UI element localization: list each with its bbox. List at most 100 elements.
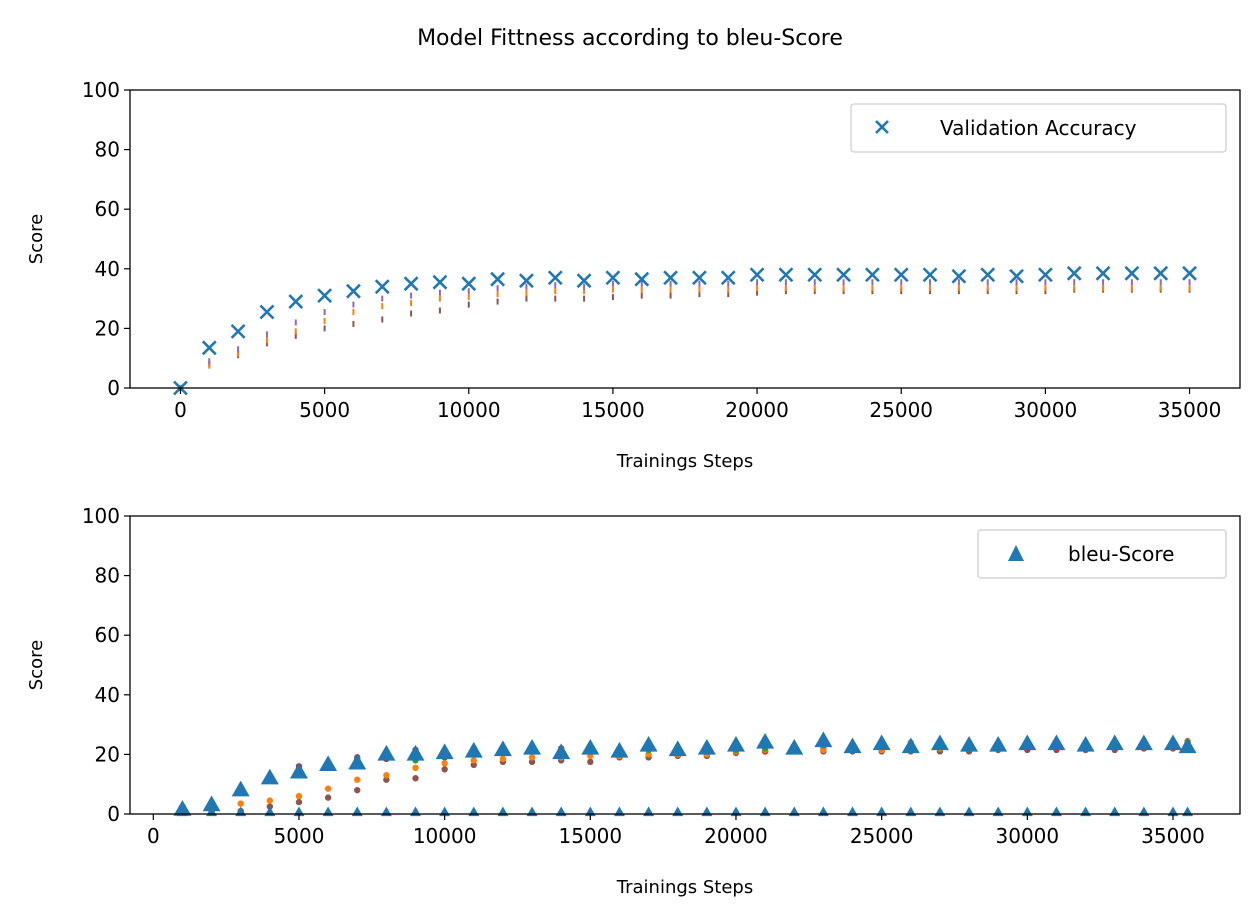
data-point-tick [554,288,557,295]
data-point-tick [554,282,557,289]
data-point-tick [1159,279,1162,286]
data-point-triangle [1105,734,1124,751]
y-tick-label: 80 [95,138,120,162]
x-tick-label: 20000 [725,398,789,422]
data-point-x-marker [1009,268,1024,284]
legend-marker-x [875,120,889,134]
data-point-x-marker [836,267,851,283]
data-point-tick [813,285,816,292]
data-point-x-marker [1124,265,1140,281]
data-point-triangle [348,753,367,770]
data-point-tick [1188,279,1191,286]
figure-title: Model Fittness according to bleu-Score [417,26,843,51]
data-point-tick [525,295,528,302]
data-point-x-marker [346,283,361,299]
x-tick-label: 0 [147,824,160,848]
data-point-tick [756,289,759,296]
data-point-x-marker [490,271,506,287]
data-point-tick [525,283,528,290]
data-point-triangle [231,780,250,797]
data-point-x-marker [201,340,217,356]
data-point-dot [441,766,448,773]
plot-area-frame [129,515,1241,815]
data-point-tick [208,362,211,369]
data-point-tick [583,283,586,290]
data-point-triangle [843,737,862,754]
x-tick-label: 15000 [581,398,645,422]
data-point-tick [323,317,326,324]
legend: Validation Accuracy [850,103,1227,153]
data-point-tick [611,294,614,301]
legend: bleu-Score [977,529,1227,579]
legend-label: Validation Accuracy [940,116,1137,140]
data-point-tick [496,285,499,292]
x-tick-label: 15000 [559,824,623,848]
data-point-tick [698,286,701,293]
data-point-tick [467,301,470,308]
data-point-dot [470,757,477,764]
data-point-triangle [697,738,716,755]
x-tick-label: 25000 [850,824,914,848]
data-point-tick [640,286,643,293]
data-point-x-marker [432,274,448,290]
data-point-tick [496,298,499,305]
data-point-triangle [173,800,192,816]
data-point-triangle [610,741,629,758]
data-point-tick [438,295,441,302]
data-point-x-marker [230,323,246,339]
data-point-triangle [785,738,804,755]
data-point-tick [1015,285,1018,292]
data-point-triangle [668,740,687,757]
data-point-x-marker [259,304,275,320]
chart-validation-accuracy: 0 5000 10000 15000 20000 25000 30000 35000 0 20 40… [26,78,1241,472]
data-point-triangle [901,737,920,754]
data-point-dot [383,776,390,783]
data-point-tick [438,307,441,314]
data-point-tick [842,279,845,286]
data-point-tick [467,294,470,301]
data-point-triangle [552,743,571,760]
data-point-tick [1102,279,1105,286]
x-tick-label: 10000 [413,824,477,848]
data-point-tick [410,300,413,307]
legend-box [977,529,1227,579]
data-point-tick [929,279,932,286]
data-point-tick [900,285,903,292]
data-point-tick [294,319,297,326]
data-point-tick [1073,279,1076,286]
data-point-triangle [960,735,979,752]
data-point-tick [265,331,268,338]
data-point-tick [1044,279,1047,286]
data-point-x-marker [1095,265,1111,281]
data-point-x-marker [922,267,938,283]
data-point-tick [727,291,730,298]
data-point-dot [470,761,477,769]
data-point-tick [640,292,643,299]
data-point-triangle [581,738,600,755]
data-point-tick [381,295,384,302]
y-tick-label: 40 [95,257,120,281]
data-point-x-marker [1066,265,1082,281]
data-point-triangle [1134,734,1153,751]
data-point-dot [441,760,448,767]
data-point-x-marker [403,276,419,292]
data-point-x-marker [519,273,534,289]
data-point-triangle [1163,734,1182,751]
data-point-tick [496,291,499,298]
data-point-x-marker [980,267,996,283]
data-point-dot [645,751,652,758]
data-point-tick [323,309,326,316]
data-point-dot [295,798,303,806]
data-point-triangle [377,744,396,761]
data-point-triangle [1047,734,1066,751]
data-point-triangle [726,735,745,752]
data-point-tick [1044,285,1047,292]
data-point-tick [727,280,730,287]
data-point-tick [640,280,643,287]
x-tick-label: 35000 [1141,824,1205,848]
data-point-x-marker [1037,267,1053,283]
data-point-triangle [1018,734,1037,751]
y-tick-label: 80 [95,564,120,588]
data-point-dot [295,792,303,800]
data-point-x-marker [663,270,679,286]
